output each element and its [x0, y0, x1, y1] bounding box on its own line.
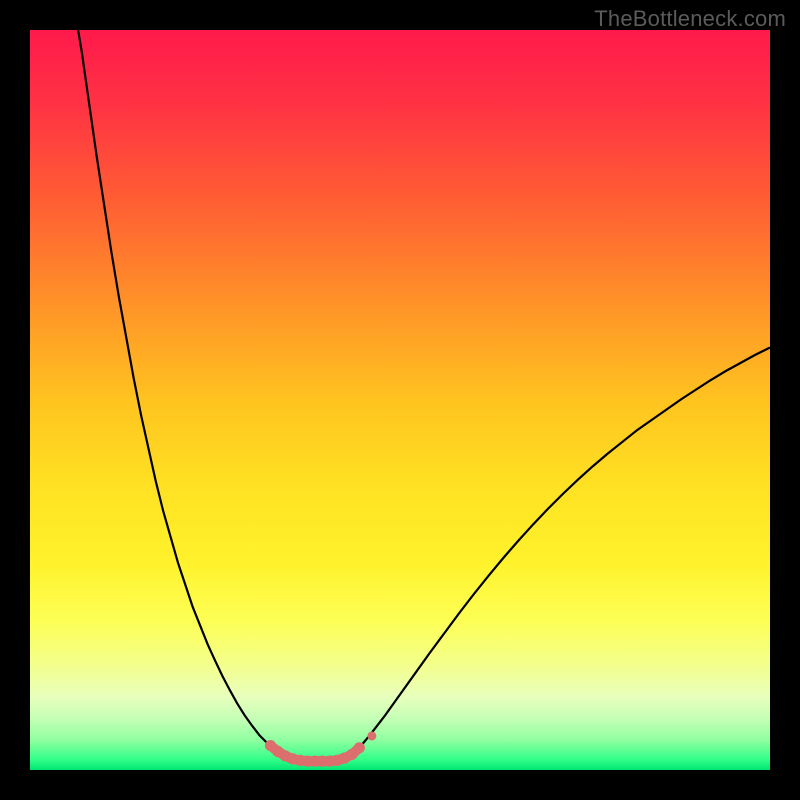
optimal-range-bead-node — [354, 742, 365, 753]
watermark-label: TheBottleneck.com — [594, 6, 786, 32]
chart-frame: TheBottleneck.com — [0, 0, 800, 800]
bottleneck-curve-right — [341, 347, 770, 760]
curve-layer — [30, 30, 770, 770]
optimal-range-dot — [367, 731, 376, 740]
bottleneck-curve-left — [74, 30, 296, 760]
plot-area — [30, 30, 770, 770]
